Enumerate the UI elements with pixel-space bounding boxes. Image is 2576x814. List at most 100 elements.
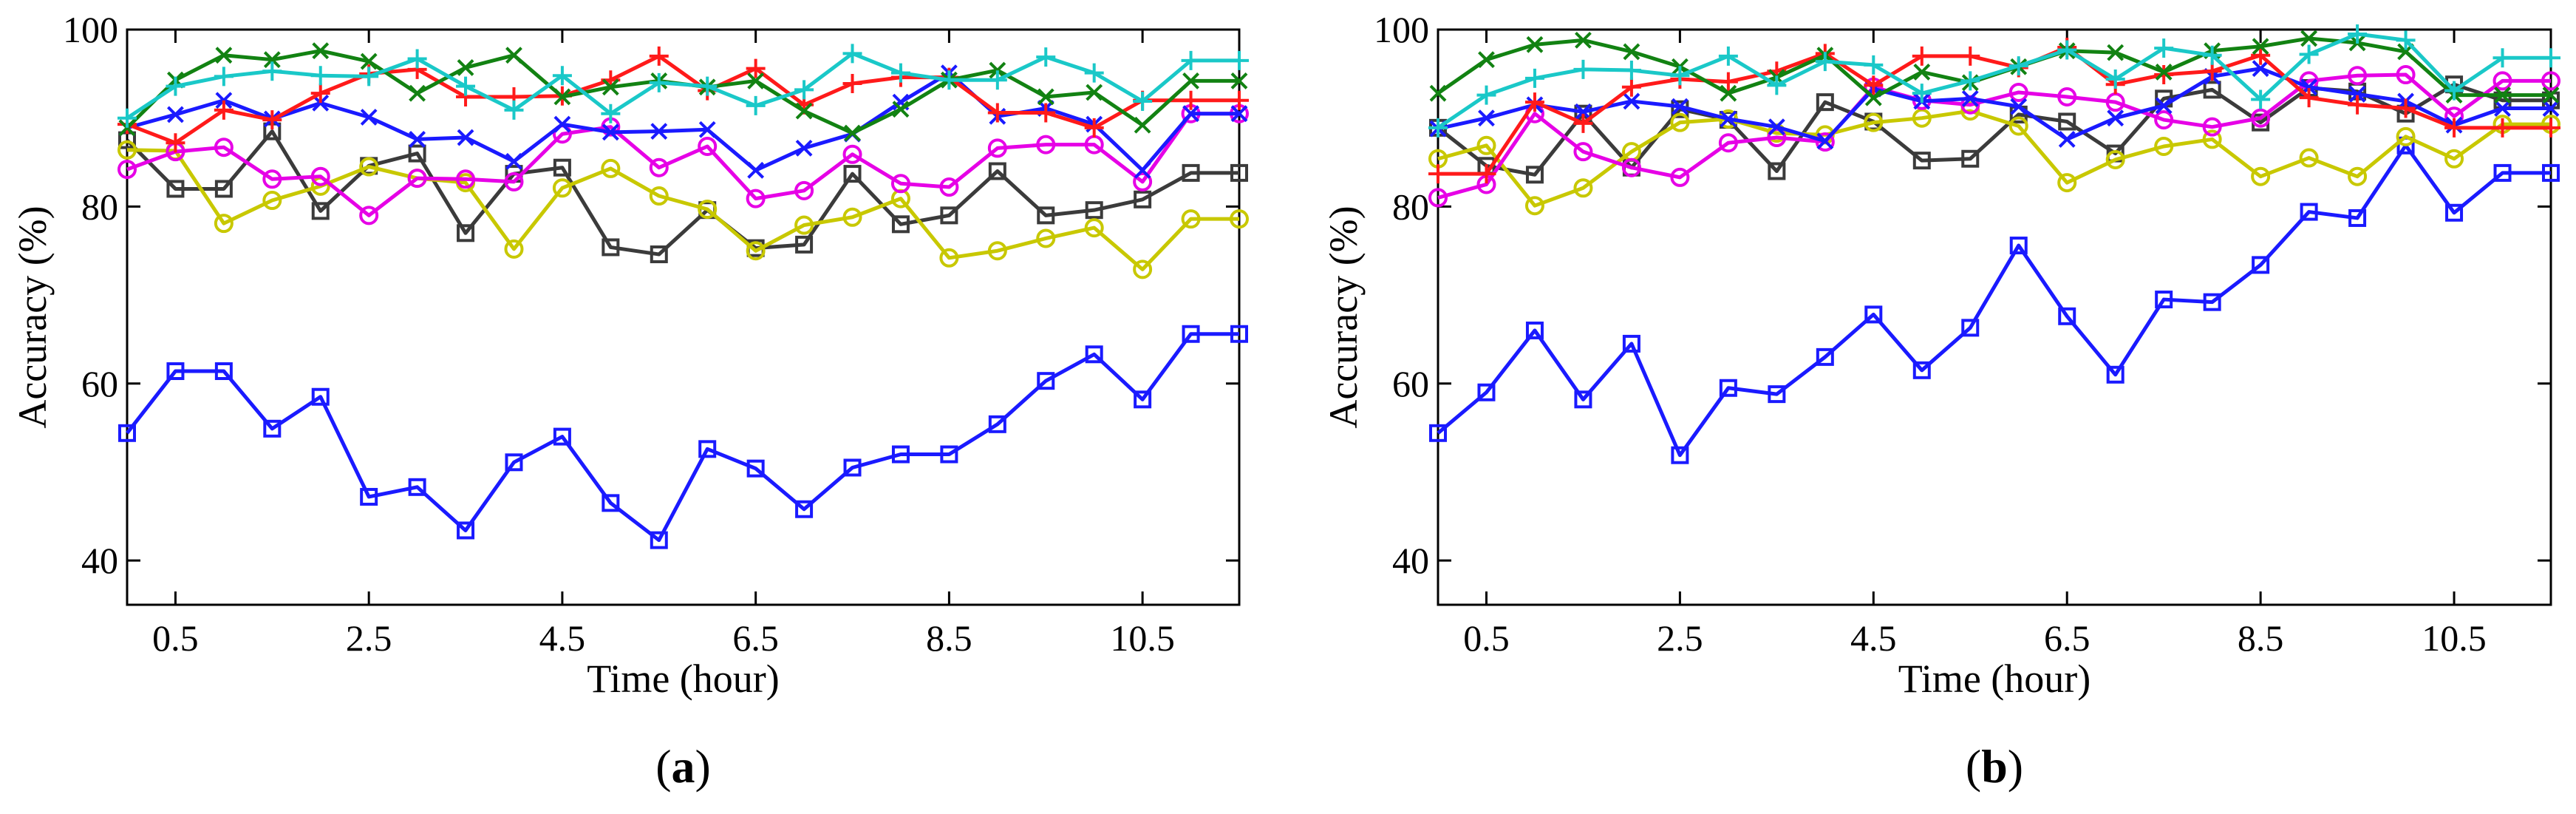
marker-plus (1864, 55, 1884, 75)
series-red-plus (1428, 37, 2560, 184)
series-dark-gray-square (118, 122, 1248, 264)
marker-circle (649, 157, 669, 177)
marker-plus (1036, 103, 1056, 123)
data-point (602, 238, 620, 257)
marker-square (311, 387, 330, 406)
marker-x (1671, 98, 1689, 115)
marker-x (1961, 89, 1979, 107)
data-point (698, 199, 718, 219)
data-point (2444, 118, 2464, 138)
data-point (2299, 148, 2319, 168)
x-tick-label: 8.5 (926, 617, 972, 659)
marker-square (1961, 319, 1980, 337)
data-point (987, 70, 1007, 90)
data-point (2057, 173, 2077, 193)
data-point (118, 119, 136, 137)
data-point (2251, 108, 2271, 128)
marker-plus (2541, 48, 2560, 68)
data-point (214, 100, 234, 120)
marker-x (2494, 100, 2511, 117)
data-point (1230, 90, 1249, 110)
data-point (457, 521, 475, 540)
marker-circle (262, 191, 282, 211)
marker-x (1478, 109, 1495, 127)
data-point (117, 108, 137, 128)
data-point (360, 109, 378, 126)
data-point (1182, 325, 1200, 343)
marker-plus (987, 103, 1007, 123)
data-point (407, 169, 427, 189)
marker-plus (310, 84, 330, 104)
data-point (1768, 118, 1785, 136)
marker-square (1182, 325, 1200, 343)
marker-plus (262, 110, 282, 130)
data-point (1084, 218, 1104, 238)
marker-circle (504, 172, 524, 191)
data-point (2154, 136, 2174, 156)
data-point (2008, 82, 2028, 102)
marker-circle (214, 138, 234, 157)
marker-plus (2057, 40, 2077, 60)
marker-plus (214, 67, 234, 87)
data-point (890, 174, 910, 194)
data-point (457, 129, 474, 146)
data-point (553, 158, 571, 177)
data-point (1573, 59, 1593, 79)
data-point (1961, 89, 1979, 107)
data-point (456, 169, 476, 189)
data-point (844, 124, 861, 142)
data-point (602, 123, 619, 141)
marker-x (795, 102, 813, 120)
marker-square (2155, 291, 2173, 309)
marker-x (1768, 118, 1785, 136)
marker-circle (1036, 135, 1056, 155)
marker-square (2203, 293, 2221, 311)
data-point (1960, 46, 1980, 66)
marker-plus (794, 80, 814, 100)
marker-circle (359, 206, 379, 225)
marker-square (2493, 163, 2512, 182)
data-point (1815, 52, 1835, 72)
x-tick-label: 0.5 (1463, 617, 1510, 659)
data-point (2494, 100, 2511, 117)
marker-plus (2541, 118, 2560, 138)
marker-square (698, 440, 717, 458)
y-tick-label: 100 (63, 9, 118, 50)
data-point (650, 531, 668, 549)
data-point (2300, 30, 2318, 47)
data-point (553, 115, 571, 133)
data-point (2202, 129, 2222, 149)
data-point (118, 424, 136, 442)
marker-square (746, 459, 765, 478)
marker-square (2542, 163, 2560, 182)
marker-x (2155, 97, 2173, 115)
marker-plus (1718, 72, 1738, 92)
data-point (408, 144, 426, 163)
data-point (167, 106, 184, 123)
data-point (989, 61, 1006, 79)
marker-plus (746, 58, 766, 78)
data-point (1720, 110, 1737, 128)
marker-x (118, 119, 136, 137)
marker-plus (939, 70, 959, 90)
marker-circle (1767, 128, 1787, 148)
data-point (1230, 325, 1248, 343)
data-point (1864, 89, 1882, 106)
data-point (1670, 167, 1690, 187)
marker-x (2542, 87, 2560, 104)
marker-circle (1181, 209, 1201, 229)
data-point (2106, 365, 2124, 384)
y-tick-label: 80 (1392, 186, 1429, 227)
data-point (2105, 149, 2125, 169)
x-axis-label: Time (hour) (587, 657, 780, 701)
marker-square (1134, 390, 1152, 409)
marker-plus (2348, 24, 2368, 44)
marker-x (553, 115, 571, 133)
marker-circle (552, 178, 572, 198)
marker-square (988, 162, 1006, 180)
marker-square (2009, 237, 2028, 255)
marker-square (795, 500, 814, 518)
marker-square (1134, 190, 1152, 208)
data-point (409, 131, 426, 148)
data-point (1428, 188, 1448, 208)
